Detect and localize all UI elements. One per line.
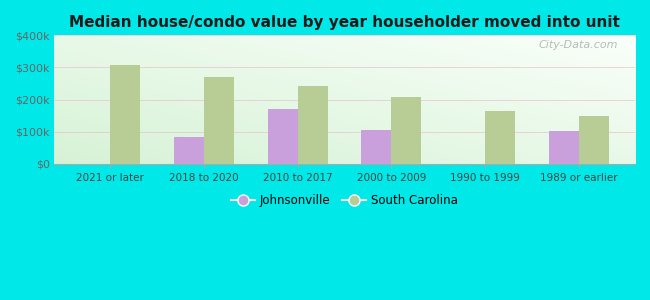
Bar (174, 136, 204, 164)
Bar (110, 65, 140, 164)
Bar (204, 77, 234, 164)
Bar (578, 116, 609, 164)
Bar (549, 131, 578, 164)
Title: Median house/condo value by year householder moved into unit: Median house/condo value by year househo… (69, 15, 620, 30)
Bar (268, 109, 298, 164)
Bar (361, 130, 391, 164)
Legend: Johnsonville, South Carolina: Johnsonville, South Carolina (227, 190, 462, 212)
Bar (298, 86, 328, 164)
Bar (485, 112, 515, 164)
Bar (391, 97, 421, 164)
Text: City-Data.com: City-Data.com (538, 40, 617, 50)
